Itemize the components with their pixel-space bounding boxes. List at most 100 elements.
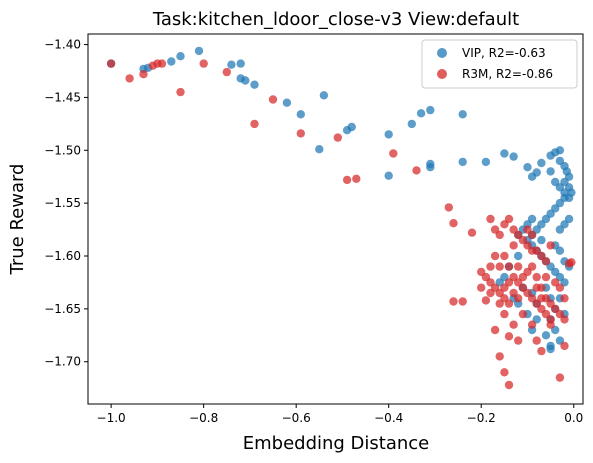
vip-point: [532, 168, 541, 177]
y-tick-label: −1.65: [44, 302, 81, 316]
r3m-point: [504, 380, 514, 390]
r3m-point: [389, 149, 398, 158]
r3m-point: [486, 214, 495, 224]
r3m-point: [490, 251, 500, 261]
vip-point: [500, 149, 509, 158]
r3m-point: [509, 241, 518, 250]
r3m-point: [500, 283, 509, 292]
r3m-point: [490, 325, 500, 335]
vip-point: [555, 156, 565, 166]
x-tick-label: 0.0: [564, 411, 583, 425]
vip-point: [167, 57, 176, 66]
y-tick-label: −1.70: [44, 355, 81, 369]
vip-point: [384, 171, 393, 180]
vip-point: [546, 167, 555, 176]
r3m-point: [477, 283, 486, 292]
r3m-point: [509, 320, 518, 329]
r3m-point: [176, 87, 185, 97]
vip-point: [458, 157, 467, 167]
vip-point: [537, 158, 546, 168]
legend-marker-vip: [437, 48, 447, 58]
r3m-point: [250, 119, 259, 129]
r3m-point: [199, 59, 208, 68]
legend-label-r3m: R3M, R2=-0.86: [462, 67, 553, 81]
x-tick-label: −0.2: [467, 411, 496, 425]
vip-point: [176, 52, 185, 61]
vip-point: [384, 130, 393, 139]
r3m-point: [500, 368, 509, 377]
vip-point: [319, 91, 329, 100]
vip-point: [426, 105, 435, 115]
r3m-point: [222, 67, 231, 77]
r3m-point: [504, 262, 514, 271]
vip-point: [564, 193, 574, 203]
plot-frame: [87, 33, 584, 405]
r3m-point: [518, 309, 528, 319]
r3m-point: [523, 225, 532, 234]
r3m-point: [495, 262, 504, 271]
r3m-point: [560, 315, 569, 324]
vip-point: [481, 157, 491, 167]
r3m-point: [449, 219, 458, 228]
vip-point: [509, 152, 518, 161]
y-tick-label: −1.50: [44, 143, 81, 157]
r3m-point: [546, 241, 555, 250]
r3m-point: [560, 294, 569, 303]
y-axis-ticks: −1.40 −1.45 −1.50 −1.55 −1.60 −1.65 −1.70: [44, 38, 88, 369]
vip-point: [407, 119, 416, 129]
r3m-point: [495, 299, 504, 308]
r3m-point: [514, 294, 523, 303]
r3m-point: [504, 214, 514, 224]
vip-point: [227, 60, 236, 69]
r3m-point: [157, 59, 167, 68]
vip-point: [546, 344, 555, 354]
vip-point: [541, 331, 551, 340]
x-tick-label: −0.8: [189, 411, 218, 425]
r3m-point: [500, 309, 509, 319]
r3m-point: [527, 246, 537, 255]
vip-point: [514, 251, 523, 261]
r3m-point: [555, 283, 565, 292]
y-tick-label: −1.40: [44, 38, 81, 52]
r3m-point: [504, 299, 514, 308]
vip-point: [523, 163, 532, 172]
r3m-point: [458, 297, 467, 306]
vip-point: [296, 110, 305, 119]
legend-label-vip: VIP, R2=-0.63: [462, 46, 546, 60]
y-axis-label: True Reward: [7, 164, 28, 276]
x-tick-label: −0.4: [374, 411, 403, 425]
r3m-point: [495, 352, 504, 361]
y-tick-label: −1.60: [44, 249, 81, 263]
vip-point: [458, 110, 467, 119]
legend: VIP, R2=-0.63 R3M, R2=-0.86: [421, 39, 578, 89]
r3m-point: [495, 230, 504, 240]
chart-title: Task:kitchen_ldoor_close-v3 View:default: [152, 9, 519, 30]
r3m-point: [481, 296, 491, 305]
r3m-point: [546, 320, 555, 329]
r3m-point: [567, 258, 576, 267]
r3m-point: [412, 166, 421, 175]
r3m-point: [106, 59, 116, 68]
vip-point: [564, 214, 574, 224]
x-axis-ticks: −1.0 −0.8 −0.6 −0.4 −0.2 0.0: [97, 404, 583, 425]
x-axis-label: Embedding Distance: [243, 433, 430, 454]
vip-point: [315, 145, 324, 154]
r3m-point: [352, 174, 361, 183]
r3m-point: [486, 288, 495, 298]
x-tick-label: −1.0: [97, 411, 126, 425]
r3m-point: [527, 320, 537, 329]
r3m-point: [333, 133, 342, 142]
vip-point: [416, 109, 426, 118]
r3m-point: [486, 262, 495, 271]
vip-point: [282, 98, 292, 107]
vip-point: [347, 122, 356, 132]
r3m-point: [532, 283, 541, 292]
r3m-point: [342, 175, 352, 185]
r3m-point: [268, 95, 278, 104]
r3m-point: [139, 70, 148, 79]
r3m-point: [527, 262, 537, 271]
r3m-point: [125, 74, 134, 83]
r3m-point: [514, 336, 523, 345]
legend-box: [421, 39, 578, 89]
x-tick-label: −0.6: [282, 411, 311, 425]
